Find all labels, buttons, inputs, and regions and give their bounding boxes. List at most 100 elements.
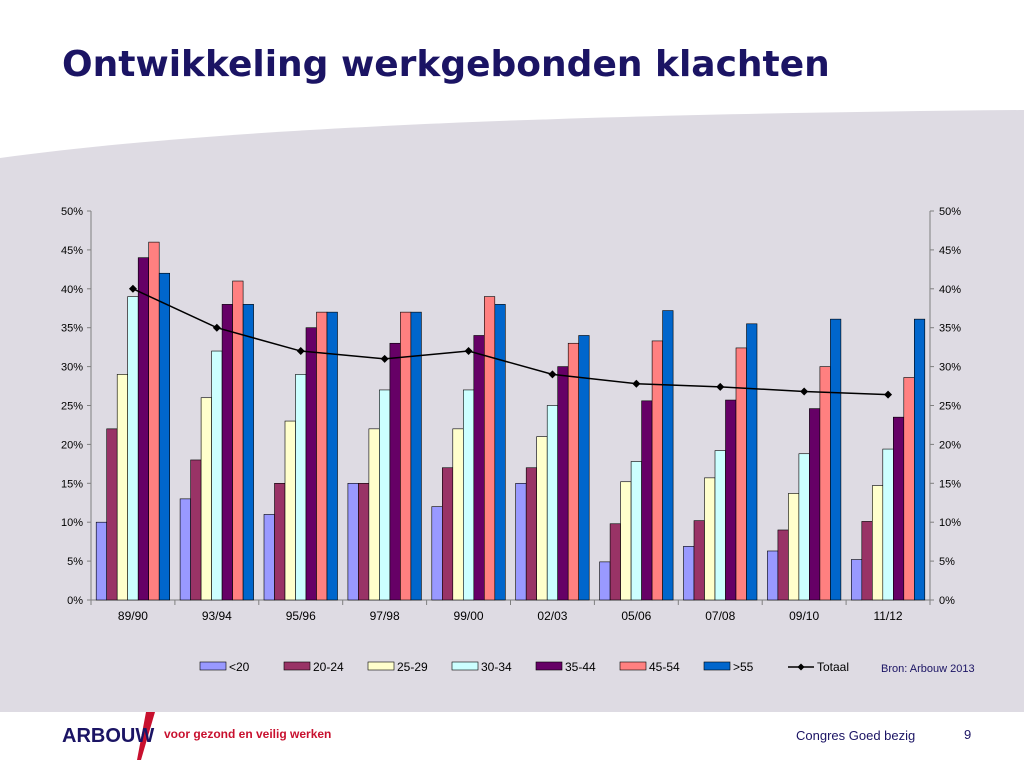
legend-label-30-34: 30-34 <box>481 660 512 674</box>
y-tick-label-left: 45% <box>61 245 83 257</box>
legend-swatch-55 <box>703 661 731 671</box>
y-tick-label-left: 50% <box>61 206 83 218</box>
logo-accent-slash <box>137 712 155 760</box>
bar-55-95-96 <box>326 311 338 601</box>
y-tick-label-left: 20% <box>61 439 83 451</box>
bar-20-89-90 <box>95 521 107 601</box>
y-tick-label-left: 25% <box>61 401 83 413</box>
bar-20-11-12 <box>850 559 863 601</box>
bar-30-34-09-10 <box>798 453 810 601</box>
bar-35-44-93-94 <box>221 304 233 601</box>
bar-35-44-02-03 <box>557 366 569 601</box>
y-tick-label-left: 15% <box>61 478 83 490</box>
y-tick-label-right: 15% <box>939 478 961 490</box>
bar-20-02-03 <box>515 482 527 601</box>
y-tick-label-right: 50% <box>939 206 961 218</box>
bar-45-54-93-94 <box>232 280 244 601</box>
bar-30-34-89-90 <box>127 296 139 601</box>
bar-35-44-07-08 <box>725 399 737 601</box>
bar-20-24-99-00 <box>441 467 454 601</box>
bar-45-54-99-00 <box>483 296 496 601</box>
legend-swatch-25-29 <box>367 661 395 671</box>
bar-30-34-95-96 <box>295 374 307 601</box>
bar-55-99-00 <box>494 304 506 601</box>
bar-20-24-11-12 <box>861 521 873 601</box>
bar-30-34-11-12 <box>882 448 894 601</box>
bar-35-44-09-10 <box>809 408 821 601</box>
point-totaal-09-10 <box>800 387 809 396</box>
y-tick-label-right: 5% <box>939 556 955 568</box>
point-totaal-95-96 <box>296 347 305 356</box>
y-tick-label-right: 40% <box>939 284 961 296</box>
point-totaal-99-00 <box>464 347 473 356</box>
x-tick-label: 89/90 <box>118 609 148 623</box>
legend-swatch-20 <box>199 661 227 671</box>
y-tick-label-right: 10% <box>939 517 961 529</box>
x-tick-label: 05/06 <box>621 609 651 623</box>
bar-20-24-05-06 <box>609 523 621 601</box>
bar-45-54-05-06 <box>651 340 663 601</box>
x-tick-label: 93/94 <box>202 609 232 623</box>
chart-total-line <box>128 284 893 399</box>
y-tick-label-left: 30% <box>61 362 83 374</box>
point-totaal-11-12 <box>884 390 893 399</box>
bar-25-29-09-10 <box>788 493 800 601</box>
bar-55-02-03 <box>578 335 590 601</box>
x-tick-label: 09/10 <box>789 609 819 623</box>
bar-25-29-93-94 <box>200 397 212 601</box>
legend-label-25-29: 25-29 <box>397 660 428 674</box>
y-tick-label-right: 35% <box>939 323 961 335</box>
point-totaal-05-06 <box>632 379 641 388</box>
bar-45-54-89-90 <box>148 241 160 601</box>
legend-swatch-45-54 <box>619 661 647 671</box>
bar-25-29-99-00 <box>452 428 464 601</box>
tagline: voor gezond en veilig werken <box>164 727 332 741</box>
bar-30-34-93-94 <box>211 350 223 601</box>
bar-55-93-94 <box>242 304 254 601</box>
bar-20-09-10 <box>767 550 779 601</box>
bar-45-54-02-03 <box>567 342 580 601</box>
legend-swatch-20-24 <box>283 661 311 671</box>
bar-45-54-97-98 <box>400 311 412 601</box>
line-totaal <box>132 288 889 396</box>
bar-35-44-97-98 <box>389 342 401 601</box>
source-note: Bron: Arbouw 2013 <box>881 663 975 675</box>
x-tick-label: 97/98 <box>370 609 400 623</box>
bar-30-34-99-00 <box>462 389 475 601</box>
y-tick-label-right: 30% <box>939 362 961 374</box>
point-totaal-89-90 <box>128 284 137 293</box>
point-totaal-07-08 <box>716 382 725 391</box>
bar-20-24-07-08 <box>693 520 705 601</box>
chart-legend: <20 20-24 25-29 30-34 35-44 45-54 >55 Totaal <box>199 660 849 674</box>
y-tick-label-left: 10% <box>61 517 83 529</box>
bar-35-44-89-90 <box>137 257 149 601</box>
bar-45-54-11-12 <box>903 377 915 601</box>
bar-20-99-00 <box>431 506 443 601</box>
bar-45-54-95-96 <box>316 311 328 601</box>
bar-45-54-09-10 <box>819 366 831 601</box>
bar-55-05-06 <box>662 310 674 601</box>
y-tick-label-right: 0% <box>939 595 955 607</box>
bar-20-05-06 <box>599 561 611 601</box>
bar-45-54-07-08 <box>735 347 747 601</box>
bar-55-97-98 <box>410 311 422 601</box>
legend-label-20-24: 20-24 <box>313 660 344 674</box>
x-tick-label: 11/12 <box>873 609 902 623</box>
bar-35-44-95-96 <box>305 327 317 601</box>
footer-event: Congres Goed bezig <box>796 728 916 743</box>
bar-30-34-07-08 <box>714 450 726 601</box>
bar-25-29-05-06 <box>620 481 632 601</box>
x-tick-label: 95/96 <box>286 609 316 623</box>
chart-bars <box>95 241 926 601</box>
slide-title: Ontwikkeling werkgebonden klachten <box>62 44 830 85</box>
y-tick-label-right: 45% <box>939 245 961 257</box>
y-tick-label-left: 0% <box>67 595 83 607</box>
bar-35-44-99-00 <box>473 335 485 601</box>
bar-55-09-10 <box>830 318 842 601</box>
bar-25-29-97-98 <box>368 428 380 601</box>
bar-20-93-94 <box>179 498 191 601</box>
point-totaal-93-94 <box>212 323 221 332</box>
bar-20-24-97-98 <box>358 482 370 601</box>
bar-25-29-89-90 <box>116 374 128 601</box>
